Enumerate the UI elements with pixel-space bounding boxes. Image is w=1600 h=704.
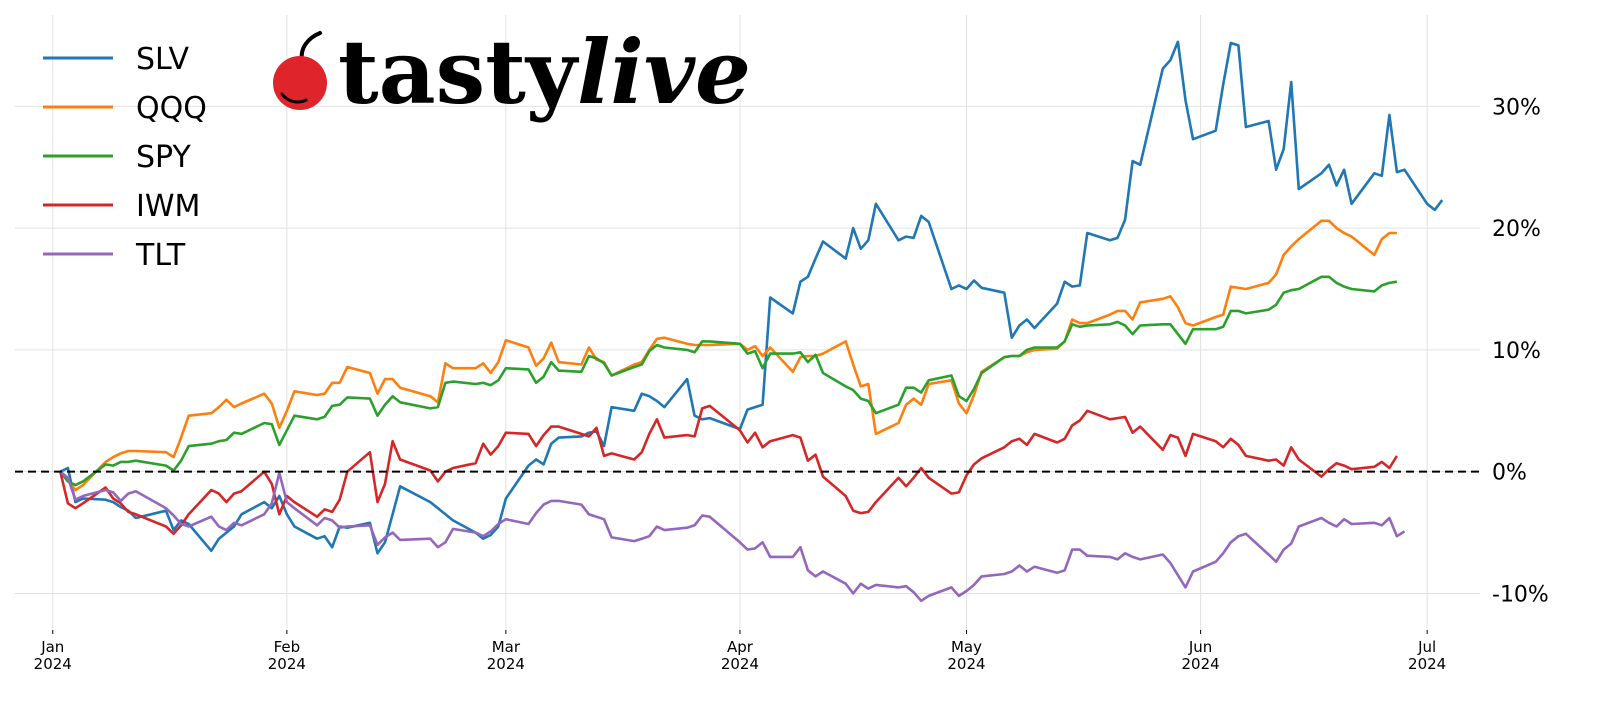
tastylive-logo: tastylive bbox=[273, 20, 751, 124]
series-line-tlt bbox=[59, 470, 1406, 603]
x-tick-month: Jun bbox=[1188, 638, 1212, 656]
x-tick-month: Feb bbox=[274, 638, 301, 656]
y-axis-ticks: 30% 20% 10% 0% -10% bbox=[1492, 95, 1549, 607]
y-tick-label: 30% bbox=[1492, 95, 1541, 120]
series-lines bbox=[59, 40, 1444, 603]
legend-label-slv: SLV bbox=[136, 42, 189, 77]
x-tick-year: 2024 bbox=[1181, 655, 1219, 673]
x-tick-month: May bbox=[951, 638, 982, 656]
legend-label-iwm: IWM bbox=[136, 189, 200, 224]
grid bbox=[15, 15, 1480, 630]
x-tick-year: 2024 bbox=[268, 655, 306, 673]
series-line-qqq bbox=[59, 219, 1397, 492]
y-tick-label: 0% bbox=[1492, 461, 1527, 486]
series-line-iwm bbox=[59, 404, 1399, 536]
legend: SLV QQQ SPY IWM TLT bbox=[43, 42, 207, 273]
x-tick-year: 2024 bbox=[487, 655, 525, 673]
x-tick-year: 2024 bbox=[34, 655, 72, 673]
series-line-slv bbox=[59, 40, 1444, 555]
x-tick-year: 2024 bbox=[1408, 655, 1446, 673]
y-tick-label: 10% bbox=[1492, 339, 1541, 364]
x-tick-month: Apr bbox=[727, 638, 754, 656]
x-tick-month: Mar bbox=[492, 638, 521, 656]
logo-word-italic: live bbox=[577, 20, 751, 124]
legend-label-tlt: TLT bbox=[135, 238, 186, 273]
cherry-icon bbox=[273, 31, 327, 110]
x-tick-year: 2024 bbox=[947, 655, 985, 673]
logo-wordmark: tastylive bbox=[338, 20, 751, 124]
series-line-spy bbox=[59, 275, 1398, 487]
logo-word-plain: tasty bbox=[338, 20, 580, 124]
legend-label-spy: SPY bbox=[136, 140, 191, 175]
legend-label-qqq: QQQ bbox=[136, 91, 207, 126]
x-tick-month: Jan bbox=[40, 638, 64, 656]
x-tick-year: 2024 bbox=[721, 655, 759, 673]
y-tick-label: -10% bbox=[1492, 582, 1549, 607]
x-tick-month: Jul bbox=[1417, 638, 1436, 656]
y-tick-label: 20% bbox=[1492, 217, 1541, 242]
x-axis-ticks: Jan2024Feb2024Mar2024Apr2024May2024Jun20… bbox=[34, 630, 1446, 673]
